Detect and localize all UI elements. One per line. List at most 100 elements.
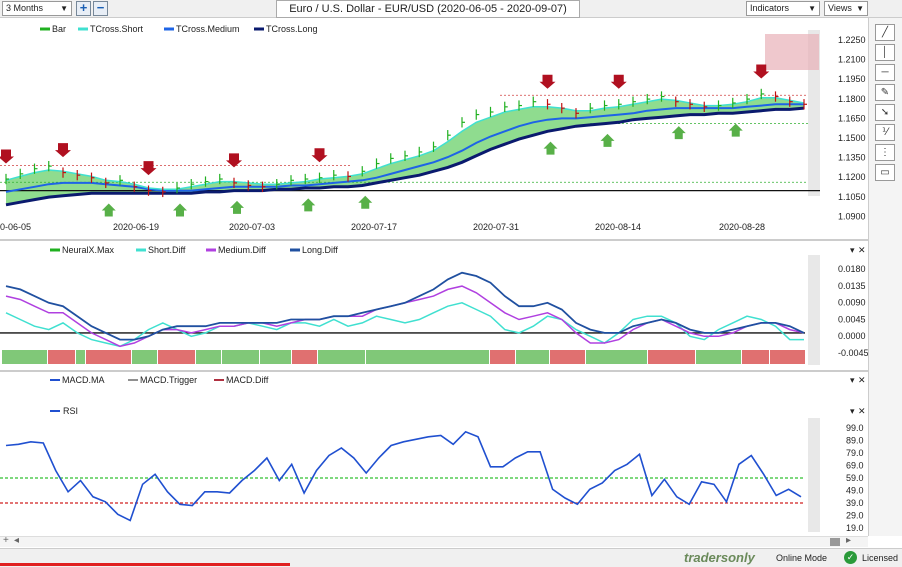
price-tick-label: 1.2250	[838, 35, 866, 45]
price-tick-label: 1.1950	[838, 74, 866, 84]
comment-icon[interactable]: ▭	[875, 164, 895, 181]
buy-arrow-icon	[728, 123, 743, 137]
price-tick-label: 1.2100	[838, 55, 866, 65]
neuralx-bar	[770, 350, 805, 364]
buy-arrow-icon	[358, 195, 373, 209]
neuralx-bar	[76, 350, 85, 364]
price-tick-label: 1.1200	[838, 172, 866, 182]
legend-label: NeuralX.Max	[62, 245, 115, 255]
neuralx-bar	[260, 350, 291, 364]
zoom-out-button[interactable]: −	[93, 1, 108, 16]
short-diff-line	[5, 302, 804, 348]
neuralx-bar	[222, 350, 259, 364]
rsi-tick-label: 39.0	[846, 498, 864, 508]
indicators-label: Indicators	[750, 3, 790, 13]
legend-label: MACD.Diff	[226, 375, 269, 385]
neuralx-bar	[516, 350, 549, 364]
rsi-panel: MACD.MA MACD.Trigger MACD.Diff ▾ ✕ RSI ▾ ✕ 99.…	[0, 372, 868, 536]
period-select[interactable]: 3 Months ▼	[2, 1, 72, 16]
legend-label: Medium.Diff	[218, 245, 266, 255]
neuralx-bar	[158, 350, 195, 364]
panel-close-icon: ✕	[858, 245, 866, 255]
chart-title: Euro / U.S. Dollar - EUR/USD (2020-06-05…	[276, 0, 580, 18]
ruler-icon[interactable]: ⅟	[875, 124, 895, 141]
zoom-in-button[interactable]: +	[76, 1, 91, 16]
neuralx-panel: NeuralX.Max Short.Diff Medium.Diff Long.Dif…	[0, 241, 868, 372]
status-bar: tradersonly Online Mode ✓ Licensed	[0, 548, 902, 567]
sell-arrow-icon	[610, 74, 627, 89]
horizontal-line-icon[interactable]: ─	[875, 64, 895, 81]
check-icon: ✓	[844, 551, 857, 564]
rsi-line	[5, 430, 802, 522]
rsi-tick-label: 49.0	[846, 486, 864, 496]
neuralx-bar	[742, 350, 769, 364]
price-tick-label: 1.0900	[838, 211, 866, 221]
diff-tick-label: 0.0135	[838, 281, 866, 291]
more-tools-icon[interactable]: ⋮	[875, 144, 895, 161]
tcross-medium-line	[5, 103, 804, 193]
legend-label: MACD.Trigger	[140, 375, 197, 385]
legend-label: Bar	[52, 24, 66, 34]
sell-arrow-icon	[140, 161, 157, 176]
neuralx-bar	[196, 350, 221, 364]
buy-arrow-icon	[301, 198, 316, 212]
horizontal-scrollbar[interactable]: + ◂ ▸	[0, 535, 868, 547]
scroll-thumb[interactable]	[830, 538, 840, 546]
neuralx-bar	[132, 350, 157, 364]
rsi-scrollbar[interactable]	[808, 418, 820, 532]
sell-arrow-icon	[539, 74, 556, 89]
vertical-line-icon[interactable]: │	[875, 44, 895, 61]
add-icon[interactable]: +	[3, 535, 9, 546]
neuralx-bar	[586, 350, 647, 364]
pencil-icon[interactable]: ✎	[875, 84, 895, 101]
neuralx-bar	[550, 350, 585, 364]
legend-label: RSI	[63, 406, 78, 416]
neuralx-bar	[292, 350, 317, 364]
panel-close-icon: ✕	[858, 375, 866, 385]
neuralx-bar	[648, 350, 695, 364]
price-y-axis: 1.2250 1.2100 1.1950 1.1800 1.1650 1.1500 1.13…	[838, 35, 866, 221]
online-mode-status: Online Mode	[776, 553, 828, 563]
price-panel: 1.2250 1.2100 1.1950 1.1800 1.1650 1.1500 1.13…	[0, 18, 868, 241]
price-scrollbar[interactable]	[808, 30, 820, 196]
legend-label: TCross.Long	[266, 24, 318, 34]
price-x-tick-label: 2020-06-19	[113, 222, 159, 232]
arrow-tool-icon[interactable]: ➘	[875, 104, 895, 121]
diff-legend: NeuralX.Max Short.Diff Medium.Diff Long.Dif…	[50, 245, 866, 255]
diff-tick-label: 0.0180	[838, 264, 866, 274]
rsi-y-axis: 99.0 89.0 79.0 69.0 59.0 49.0 39.0 29.0 19.0	[846, 423, 864, 533]
legend-label: Short.Diff	[148, 245, 186, 255]
video-progress-bar	[0, 563, 290, 566]
rsi-tick-label: 29.0	[846, 511, 864, 521]
rsi-tick-label: 19.0	[846, 523, 864, 533]
panel-close-icon: ✕	[858, 406, 866, 416]
price-panel-bg	[0, 18, 868, 240]
sell-arrow-icon	[753, 64, 770, 79]
chevron-left-icon[interactable]: ◂	[14, 535, 20, 546]
chevron-down-icon: ▼	[60, 4, 68, 13]
diff-tick-label: 0.0045	[838, 314, 866, 324]
neuralx-bar	[696, 350, 741, 364]
price-x-tick-label: 2020-08-14	[595, 222, 641, 232]
neuralx-bars	[2, 350, 805, 364]
diff-scrollbar[interactable]	[808, 255, 820, 365]
legend-label: MACD.MA	[62, 375, 105, 385]
views-dropdown[interactable]: Views ▼	[824, 1, 868, 16]
chevron-down-icon: ▼	[808, 4, 816, 13]
line-tool-icon[interactable]: ╱	[875, 24, 895, 41]
macd-legend: MACD.MA MACD.Trigger MACD.Diff ▾ ✕	[50, 375, 866, 385]
rsi-tick-label: 99.0	[846, 423, 864, 433]
neuralx-bar	[490, 350, 515, 364]
indicators-dropdown[interactable]: Indicators ▼	[746, 1, 820, 16]
price-x-tick-label: 2020-07-31	[473, 222, 519, 232]
tradersonly-logo: tradersonly	[684, 550, 755, 565]
panel-menu-icon: ▾	[850, 245, 855, 255]
signal-arrows	[0, 64, 770, 217]
buy-arrow-icon	[671, 126, 686, 140]
price-tick-label: 1.1800	[838, 94, 866, 104]
panel-menu-icon: ▾	[850, 375, 855, 385]
price-tick-label: 1.1500	[838, 133, 866, 143]
chevron-right-icon[interactable]: ▸	[846, 535, 852, 546]
rsi-legend: RSI ▾ ✕	[50, 406, 866, 416]
price-legend: Bar TCross.Short TCross.Medium TCross.Long	[40, 24, 318, 34]
